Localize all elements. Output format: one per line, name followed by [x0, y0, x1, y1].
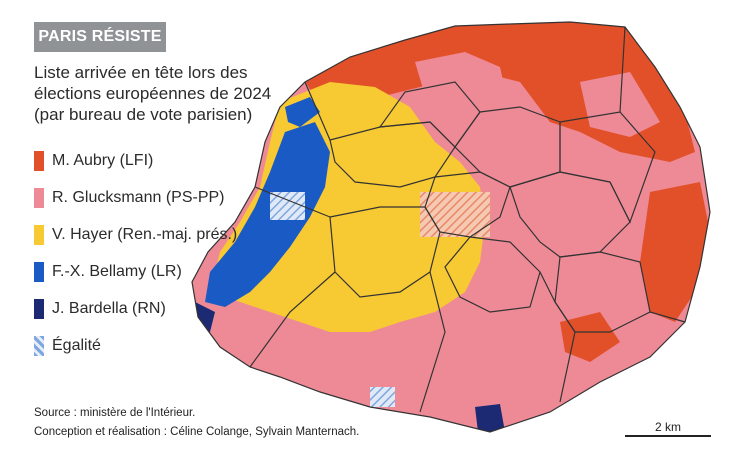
east-bardella-spot	[663, 340, 690, 362]
subtitle-line-2: élections européennes de 2024	[34, 84, 272, 103]
south-bardella-spot	[475, 404, 505, 432]
east-lfi-area	[640, 182, 710, 322]
legend-label-egalite: Égalité	[52, 337, 101, 354]
legend-label-glucksmann: R. Glucksmann (PS-PP)	[52, 189, 225, 206]
south-tie-zone	[370, 387, 395, 407]
southeast-lfi-patch	[560, 312, 620, 362]
swatch-glucksmann	[34, 188, 44, 208]
northwest-bellamy-strip	[285, 97, 320, 127]
legend-item-bellamy: F.-X. Bellamy (LR)	[34, 261, 264, 283]
swatch-bardella	[34, 299, 44, 319]
scale-line	[625, 435, 711, 437]
paris-map	[191, 21, 711, 433]
arrondissement-borders	[191, 21, 711, 433]
west-bellamy-area	[205, 122, 330, 307]
legend-label-bardella: J. Bardella (RN)	[52, 300, 166, 317]
center-tie-zone	[420, 192, 490, 237]
scale-label: 2 km	[654, 420, 681, 434]
legend-item-aubry: M. Aubry (LFI)	[34, 150, 264, 172]
legend-item-hayer: V. Hayer (Ren.-maj. prés.)	[34, 224, 264, 246]
banner-title: PARIS RÉSISTE	[34, 22, 166, 52]
subtitle-line-3: (par bureau de vote parisien)	[34, 105, 253, 124]
scale-bar: 2 km	[625, 420, 711, 440]
swatch-bellamy	[34, 262, 44, 282]
legend-item-egalite: Égalité	[34, 335, 264, 357]
legend-label-aubry: M. Aubry (LFI)	[52, 152, 154, 169]
source-line: Source : ministère de l'Intérieur.	[34, 407, 196, 419]
legend-item-bardella: J. Bardella (RN)	[34, 298, 264, 320]
north-glucksmann-patch	[415, 52, 510, 122]
legend-label-bellamy: F.-X. Bellamy (LR)	[52, 263, 182, 280]
map-subtitle: Liste arrivée en tête lors des élections…	[34, 62, 274, 125]
source-credits: Source : ministère de l'Intérieur. Conce…	[34, 404, 359, 442]
swatch-egalite	[34, 336, 44, 356]
swatch-hayer	[34, 225, 44, 245]
legend-label-hayer: V. Hayer (Ren.-maj. prés.)	[52, 226, 238, 243]
credits-line: Conception et réalisation : Céline Colan…	[34, 426, 360, 438]
west-hayer-area	[210, 82, 485, 332]
subtitle-line-1: Liste arrivée en tête lors des	[34, 63, 248, 82]
west-tie-zone	[270, 192, 305, 220]
swatch-aubry	[34, 151, 44, 171]
legend-item-glucksmann: R. Glucksmann (PS-PP)	[34, 187, 264, 209]
